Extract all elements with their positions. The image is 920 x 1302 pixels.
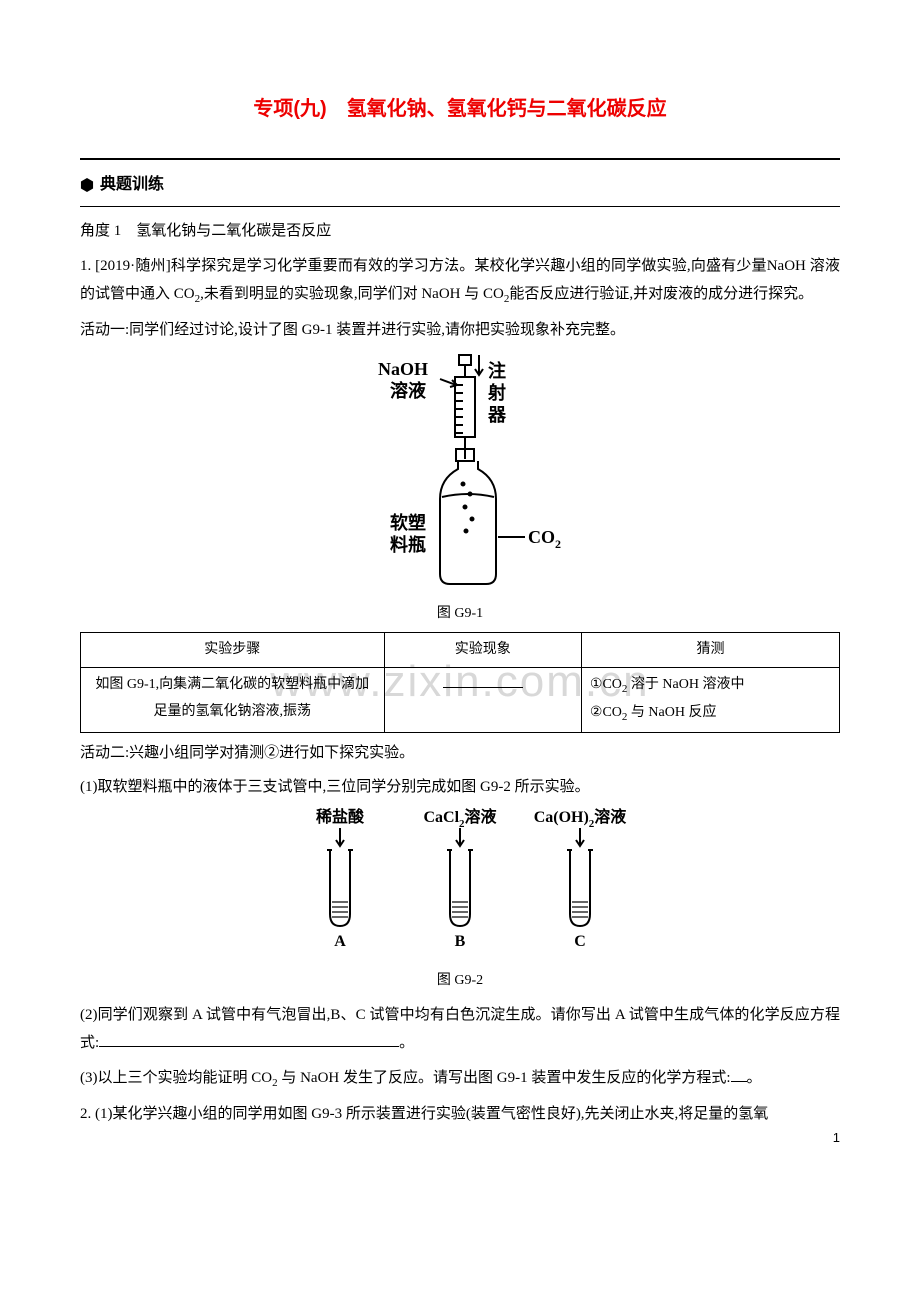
blank-field — [99, 1031, 399, 1047]
table-header: 猜测 — [581, 632, 839, 668]
svg-text:A: A — [334, 933, 346, 950]
svg-text:B: B — [455, 933, 466, 950]
fig1-caption: 图 G9-1 — [80, 601, 840, 628]
fig1-syr2: 射 — [487, 382, 506, 403]
divider-thin — [80, 206, 840, 207]
fig1-syr3: 器 — [487, 405, 507, 425]
fig2-caption: 图 G9-2 — [80, 968, 840, 995]
guess2-b: 与 NaOH 反应 — [627, 705, 716, 720]
section-header-label: 典题训练 — [100, 170, 164, 200]
blank-field — [731, 1066, 747, 1082]
guess1-b: 溶于 NaOH 溶液中 — [627, 677, 744, 692]
fig1-bottle2: 料瓶 — [390, 534, 426, 555]
q1-step3: (3)以上三个实验均能证明 CO2 与 NaOH 发生了反应。请写出图 G9-1… — [80, 1064, 840, 1094]
fig1-naoh: NaOH — [378, 359, 428, 379]
table-cell — [384, 668, 581, 732]
activity1-text: 活动一:同学们经过讨论,设计了图 G9-1 装置并进行实验,请你把实验现象补充完… — [80, 316, 840, 345]
fig1-co2: CO — [528, 527, 555, 547]
fig1-bottle1: 软塑 — [390, 512, 426, 533]
angle-heading: 角度 1 氢氧化钠与二氧化碳是否反应 — [80, 217, 840, 246]
q1-step2-end: 。 — [399, 1035, 414, 1051]
table-header: 实验步骤 — [81, 632, 385, 668]
page-number: 1 — [833, 1126, 840, 1151]
table-row: 如图 G9-1,向集满二氧化碳的软塑料瓶中滴加足量的氢氧化钠溶液,振荡 ①CO2… — [81, 668, 840, 732]
q2-text: 2. (1)某化学兴趣小组的同学用如图 G9-3 所示装置进行实验(装置气密性良… — [80, 1100, 840, 1129]
section-header: 典题训练 — [80, 170, 840, 200]
q1-paragraph: 1. [2019·随州]科学探究是学习化学重要而有效的学习方法。某校化学兴趣小组… — [80, 252, 840, 310]
page-title: 专项(九) 氢氧化钠、氢氧化钙与二氧化碳反应 — [80, 90, 840, 128]
divider — [80, 158, 840, 160]
fig1-syr1: 注 — [488, 360, 506, 381]
blank-field — [443, 673, 523, 688]
fig1-co2-sub: 2 — [555, 537, 561, 551]
figure-2: 稀盐酸 A CaCl2溶液 B Ca(OH)2溶液 C 图 G9-2 — [80, 806, 840, 995]
guess2-a: ②CO — [590, 705, 622, 720]
q1-text-c: 能否反应进行验证,并对废液的成分进行探究。 — [509, 286, 813, 302]
q1-text-b: ,未看到明显的实验现象,同学们对 NaOH 与 CO — [200, 286, 504, 302]
table-cell: ①CO2 溶于 NaOH 溶液中 ②CO2 与 NaOH 反应 — [581, 668, 839, 732]
svg-text:CaCl2溶液: CaCl2溶液 — [423, 807, 497, 830]
svg-text:Ca(OH)2溶液: Ca(OH)2溶液 — [534, 807, 628, 830]
hexagon-icon — [80, 178, 94, 192]
q1-step3-end: 。 — [747, 1070, 762, 1086]
table-cell: 如图 G9-1,向集满二氧化碳的软塑料瓶中滴加足量的氢氧化钠溶液,振荡 — [81, 668, 385, 732]
svg-text:稀盐酸: 稀盐酸 — [316, 807, 365, 826]
q1-step2: (2)同学们观察到 A 试管中有气泡冒出,B、C 试管中均有白色沉淀生成。请你写… — [80, 1001, 840, 1058]
q1-step3-b: 与 NaOH 发生了反应。请写出图 G9-1 装置中发生反应的化学方程式: — [278, 1070, 731, 1086]
svg-text:CO2: CO2 — [528, 527, 561, 551]
fig1-solution: 溶液 — [390, 380, 427, 401]
experiment-table: 实验步骤 实验现象 猜测 如图 G9-1,向集满二氧化碳的软塑料瓶中滴加足量的氢… — [80, 632, 840, 733]
figure-1: NaOH 溶液 注 射 器 软塑 料瓶 CO2 图 G9-1 — [80, 349, 840, 628]
q1-step1: (1)取软塑料瓶中的液体于三支试管中,三位同学分别完成如图 G9-2 所示实验。 — [80, 773, 840, 802]
q1-step3-a: (3)以上三个实验均能证明 CO — [80, 1070, 272, 1086]
svg-text:C: C — [574, 933, 586, 950]
activity2-text: 活动二:兴趣小组同学对猜测②进行如下探究实验。 — [80, 739, 840, 768]
guess1-a: ①CO — [590, 677, 622, 692]
table-header: 实验现象 — [384, 632, 581, 668]
